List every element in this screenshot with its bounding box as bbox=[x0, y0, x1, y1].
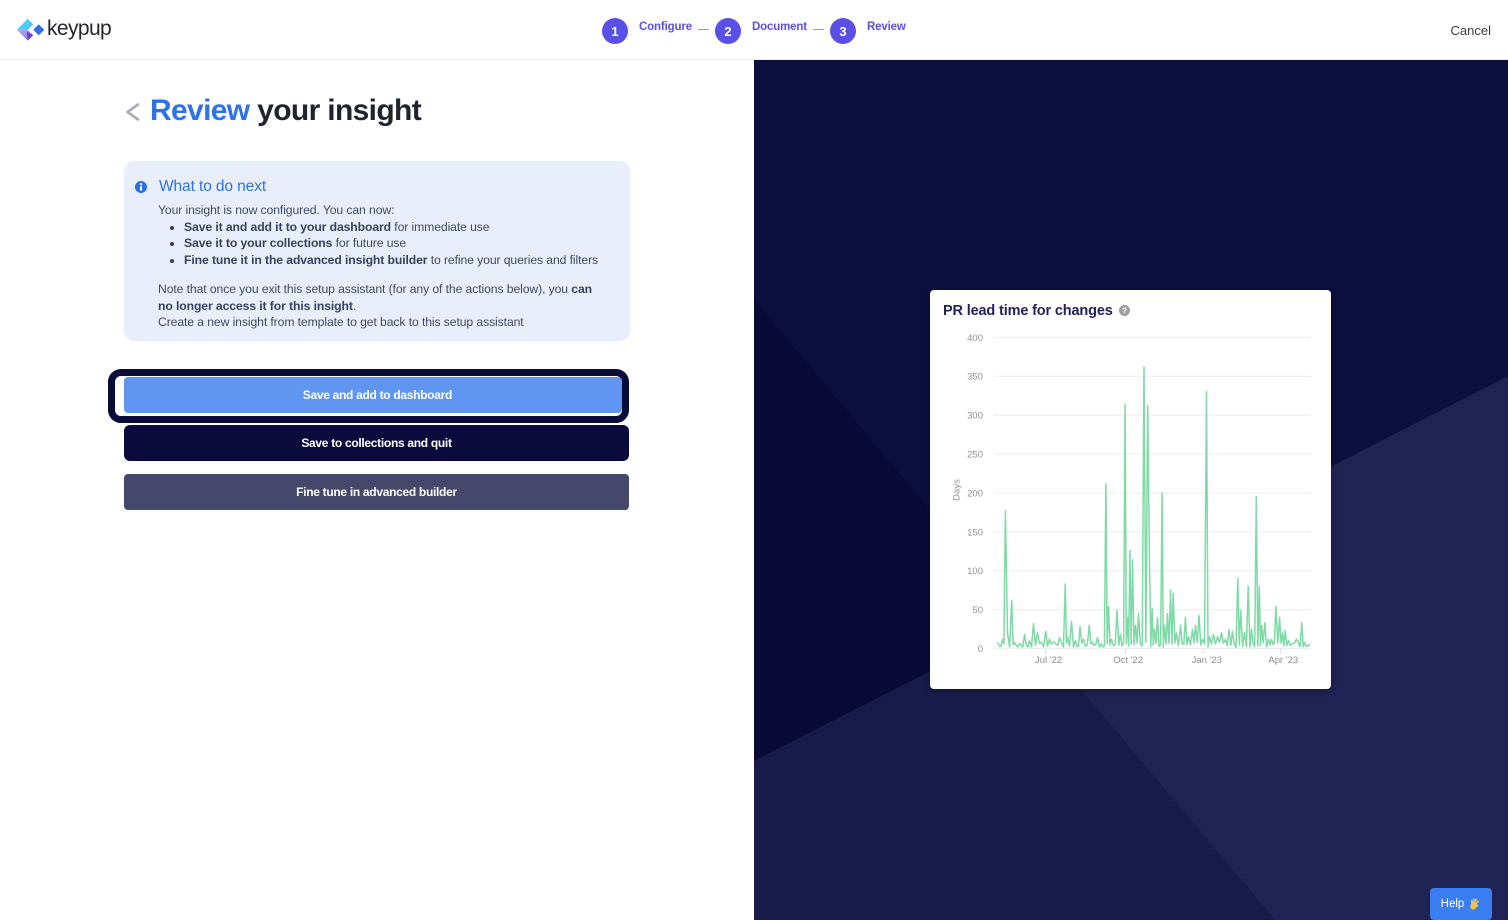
svg-text:?: ? bbox=[1122, 306, 1127, 316]
svg-text:Oct '22: Oct '22 bbox=[1113, 655, 1143, 666]
svg-text:50: 50 bbox=[972, 605, 983, 616]
svg-text:300: 300 bbox=[967, 411, 983, 422]
svg-text:0: 0 bbox=[978, 644, 983, 655]
svg-text:Days: Days bbox=[952, 479, 963, 501]
svg-text:150: 150 bbox=[967, 527, 983, 538]
svg-text:Apr '23: Apr '23 bbox=[1268, 655, 1298, 666]
svg-text:Jul '22: Jul '22 bbox=[1035, 655, 1062, 666]
svg-text:Jan '23: Jan '23 bbox=[1192, 655, 1222, 666]
svg-text:350: 350 bbox=[967, 372, 983, 383]
svg-text:250: 250 bbox=[967, 450, 983, 461]
svg-text:100: 100 bbox=[967, 566, 983, 577]
svg-text:400: 400 bbox=[967, 333, 983, 344]
svg-text:200: 200 bbox=[967, 488, 983, 499]
